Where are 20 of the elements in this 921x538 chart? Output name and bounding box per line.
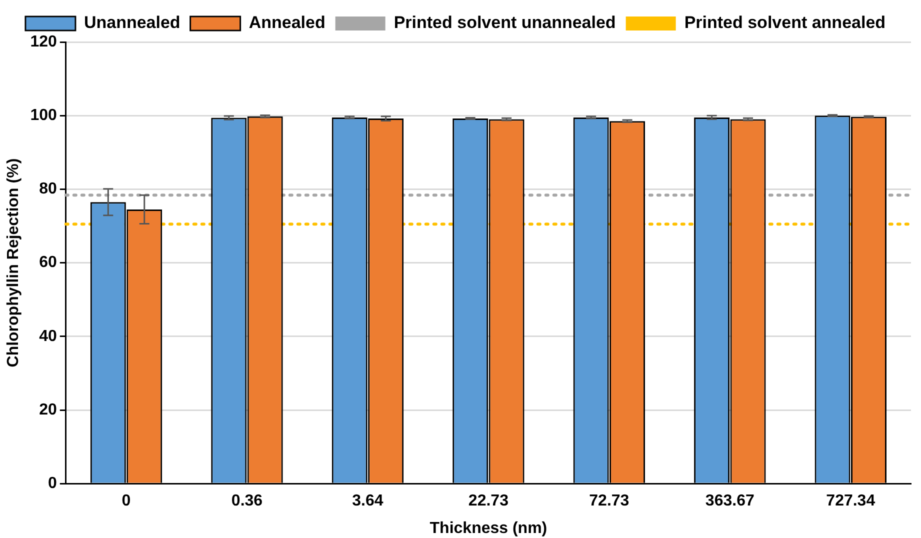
x-tick-label: 0 <box>122 492 131 510</box>
legend-label: Printed solvent annealed <box>684 13 886 32</box>
x-tick-label: 727.34 <box>826 492 876 510</box>
y-tick-label: 120 <box>30 33 57 50</box>
x-tick-label: 0.36 <box>231 492 263 510</box>
x-tick-label: 22.73 <box>468 492 509 510</box>
x-tick-label: 72.73 <box>589 492 630 510</box>
y-tick-label: 40 <box>39 328 57 345</box>
y-tick-label: 100 <box>30 107 57 124</box>
y-tick-label: 60 <box>39 254 57 272</box>
x-tick-label: 363.67 <box>705 492 754 510</box>
y-tick-label: 0 <box>48 475 57 492</box>
legend-label: Annealed <box>248 13 326 32</box>
x-tick-label: 3.64 <box>352 492 384 510</box>
legend-label: Printed solvent unannealed <box>394 13 616 32</box>
y-tick-label: 20 <box>39 401 57 418</box>
legend-label: Unannealed <box>84 13 180 32</box>
x-axis-title: Thickness (nm) <box>430 520 548 537</box>
y-axis-title: Chlorophyllin Rejection (%) <box>5 158 22 368</box>
y-tick-label: 80 <box>39 180 57 198</box>
